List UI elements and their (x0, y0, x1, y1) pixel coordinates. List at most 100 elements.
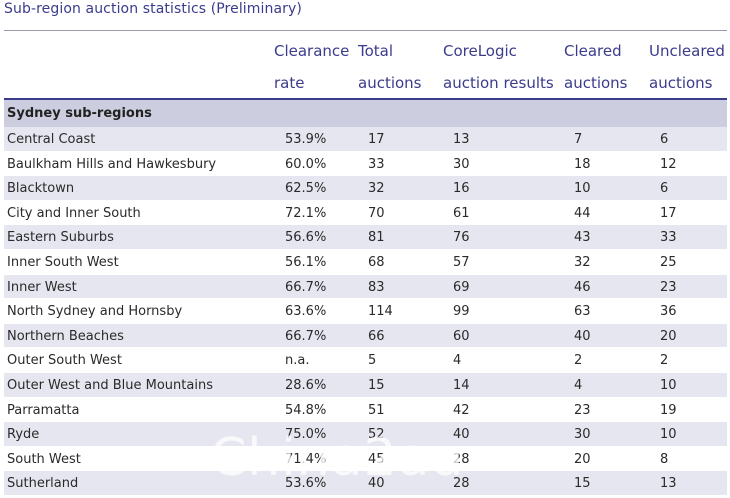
header-line: Total (358, 42, 394, 60)
cell-value: 53.6% (285, 476, 327, 492)
region-name: City and Inner South (7, 205, 141, 221)
table-row: Northern Beaches 66.7% 66 60 40 20 (4, 323, 727, 349)
table-row: North Sydney and Hornsby 63.6% 114 99 63 36 (4, 299, 727, 324)
cell-value: 46 (574, 279, 591, 295)
cell-value: 6 (660, 132, 669, 147)
cell-value: 54.8% (285, 402, 327, 418)
cell-value: 6 (660, 181, 669, 197)
region-name: Inner West (7, 279, 77, 295)
table-row: Parramatta 54.8% 51 42 23 19 (4, 398, 727, 423)
region-name: Outer West and Blue Mountains (7, 377, 213, 393)
cell-value: 15 (574, 476, 591, 492)
table-row: Outer West and Blue Mountains 28.6% 15 14 4 1… (4, 372, 727, 398)
cell-value: 10 (660, 377, 677, 393)
header-line: auctions (564, 74, 628, 92)
cell-value: 23 (574, 402, 591, 418)
cell-value: 52 (368, 427, 385, 443)
header-line: CoreLogic (443, 42, 517, 60)
cell-value: 53.9% (285, 132, 327, 147)
cell-value: n.a. (285, 353, 310, 369)
section-header: Sydney sub-regions (4, 100, 727, 127)
cell-value: 36 (660, 304, 677, 320)
cell-value: 81 (368, 230, 385, 246)
header-line: Cleared (564, 42, 622, 60)
cell-value: 13 (453, 132, 470, 147)
table-row: Central Coast 53.9% 17 13 7 6 (4, 127, 727, 152)
cell-value: 60 (453, 328, 470, 344)
cell-value: 2 (574, 353, 583, 369)
cell-value: 63 (574, 304, 591, 320)
header-line: rate (274, 74, 305, 92)
cell-value: 19 (660, 402, 677, 418)
cell-value: 63.6% (285, 304, 327, 320)
cell-value: 33 (660, 230, 677, 246)
cell-value: 40 (453, 427, 470, 443)
table-row: City and Inner South 72.1% 70 61 44 17 (4, 201, 727, 226)
cell-value: 99 (453, 304, 470, 320)
cell-value: 28 (453, 451, 470, 467)
header-cleared-auctions: Cleared auctions (564, 35, 628, 99)
region-name: Eastern Suburbs (7, 230, 114, 246)
table-row: Inner South West 56.1% 68 57 32 25 (4, 250, 727, 275)
cell-value: 70 (368, 205, 385, 221)
cell-value: 10 (574, 181, 591, 197)
cell-value: 33 (368, 156, 385, 172)
cell-value: 30 (453, 156, 470, 172)
cell-value: 28.6% (285, 377, 327, 393)
cell-value: 12 (660, 156, 677, 172)
cell-value: 43 (574, 230, 591, 246)
cell-value: 40 (574, 328, 591, 344)
cell-value: 66.7% (285, 328, 327, 344)
cell-value: 56.6% (285, 230, 327, 246)
cell-value: 45 (368, 451, 385, 467)
header-corelogic-results: CoreLogic auction results (443, 35, 554, 99)
cell-value: 62.5% (285, 181, 327, 197)
cell-value: 20 (574, 451, 591, 467)
cell-value: 114 (368, 304, 393, 320)
region-name: Inner South West (7, 254, 119, 270)
table-row: Blacktown 62.5% 32 16 10 6 (4, 176, 727, 201)
cell-value: 14 (453, 377, 470, 393)
cell-value: 4 (453, 353, 462, 369)
cell-value: 44 (574, 205, 591, 221)
table-title: Sub-region auction statistics (Prelimina… (4, 1, 302, 17)
table-header: Clearance rate Total auctions CoreLogic … (4, 31, 727, 97)
header-uncleared-auctions: Uncleared auctions (649, 35, 725, 99)
cell-value: 32 (574, 254, 591, 270)
cell-value: 20 (660, 328, 677, 344)
cell-value: 2 (660, 353, 669, 369)
cell-value: 61 (453, 205, 470, 221)
cell-value: 4 (574, 377, 583, 393)
cell-value: 68 (368, 254, 385, 270)
table-row: South West 71.4% 45 28 20 8 (4, 447, 727, 472)
cell-value: 25 (660, 254, 677, 270)
cell-value: 18 (574, 156, 591, 172)
cell-value: 66 (368, 328, 385, 344)
header-line: auctions (358, 74, 422, 92)
table-row: Outer South West n.a. 5 4 2 2 (4, 348, 727, 373)
cell-value: 5 (368, 353, 377, 369)
region-name: Sutherland (7, 476, 79, 492)
region-name: Blacktown (7, 181, 75, 197)
cell-value: 30 (574, 427, 591, 443)
region-name: Parramatta (7, 402, 80, 418)
cell-value: 10 (660, 427, 677, 443)
table-row: Baulkham Hills and Hawkesbury 60.0% 33 30 18… (4, 152, 727, 177)
cell-value: 56.1% (285, 254, 327, 270)
top-divider (4, 30, 727, 31)
cell-value: 57 (453, 254, 470, 270)
table-row: Eastern Suburbs 56.6% 81 76 43 33 (4, 225, 727, 250)
cell-value: 17 (660, 205, 677, 221)
header-line: Uncleared (649, 42, 725, 60)
cell-value: 66.7% (285, 279, 327, 295)
header-clearance-rate: Clearance rate (274, 35, 349, 99)
cell-value: 17 (368, 132, 385, 147)
cell-value: 32 (368, 181, 385, 197)
table-body: Central Coast 53.9% 17 13 7 6 Baulkham Hills a… (4, 127, 727, 496)
cell-value: 69 (453, 279, 470, 295)
cell-value: 72.1% (285, 205, 327, 221)
region-name: South West (7, 451, 81, 467)
cell-value: 7 (574, 132, 583, 147)
cell-value: 40 (368, 476, 385, 492)
cell-value: 51 (368, 402, 385, 418)
